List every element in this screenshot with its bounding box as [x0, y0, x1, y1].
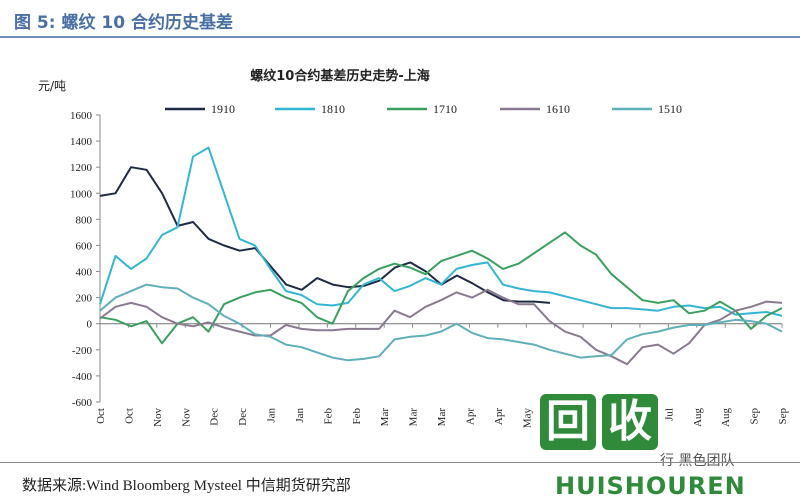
axes: -600 -400 -200 0 200 400 600 800 1000 1200 1400 160…	[70, 110, 789, 428]
y-tick-label: 200	[76, 293, 93, 305]
series-line-1510	[99, 283, 783, 362]
x-tick-label: Apr	[464, 408, 476, 425]
watermark-side-text: 行 黑色团队	[660, 453, 735, 469]
legend-entry: 1810	[321, 102, 345, 116]
figure-title: 图 5: 螺纹 10 合约历史基差	[14, 13, 233, 33]
watermark-latin-text: HUISHOUREN	[555, 472, 746, 500]
y-tick-label: -200	[72, 345, 93, 357]
x-tick-label: Mar	[436, 408, 448, 427]
x-tick-label: Aug	[720, 408, 732, 427]
x-tick-label: Sep	[777, 408, 789, 425]
series-lines	[99, 146, 783, 366]
x-tick-label: Mar	[379, 408, 391, 427]
x-tick-label: Jan	[266, 408, 278, 423]
series-line-1810	[99, 146, 783, 317]
y-tick-label: 1000	[70, 188, 93, 200]
y-tick-label: 1400	[70, 136, 93, 148]
y-tick-label: 1600	[70, 110, 93, 122]
legend-entry: 1510	[658, 102, 682, 116]
y-axis-unit-label: 元/吨	[38, 79, 66, 93]
series-line-1710	[99, 231, 783, 345]
legend-entry: 1610	[546, 102, 570, 116]
series-line-1910	[99, 166, 551, 304]
y-tick-label: -400	[72, 371, 93, 383]
x-tick-label: Jan	[294, 408, 306, 423]
y-tick-label: 0	[87, 319, 93, 331]
x-tick-label: Feb	[351, 408, 363, 425]
x-tick-label: Dec	[237, 408, 249, 426]
x-tick-label: Nov	[152, 408, 164, 427]
figure-header: 图 5: 螺纹 10 合约历史基差	[0, 0, 800, 40]
legend-entry: 1710	[433, 102, 457, 116]
series-line-1610	[99, 288, 783, 366]
watermark-tile-1: 回	[540, 394, 596, 450]
watermark-logo: 回 收	[540, 394, 690, 472]
x-tick-label: Feb	[322, 408, 334, 425]
x-tick-label: Aug	[692, 408, 704, 427]
legend-entry: 1910	[211, 102, 235, 116]
figure-footer: 数据来源:Wind Bloomberg Mysteel 中信期货研究部	[0, 460, 800, 500]
x-tick-label: Apr	[493, 408, 505, 425]
x-tick-label: Jul	[663, 408, 675, 421]
header-divider	[0, 36, 800, 38]
footer-divider	[0, 462, 800, 463]
legend: 1910 1810 1710 1610 1510	[165, 102, 682, 116]
data-source: 数据来源:Wind Bloomberg Mysteel 中信期货研究部	[22, 478, 351, 494]
y-tick-label: -600	[72, 397, 93, 409]
line-chart: 螺纹10合约基差历史走势-上海 元/吨 1910 1810 1710 1610 1510…	[38, 68, 789, 428]
x-tick-label: Mar	[408, 408, 420, 427]
y-tick-label: 800	[76, 214, 93, 226]
x-tick-label: Nov	[180, 408, 192, 427]
x-tick-label: Oct	[123, 408, 135, 424]
x-tick-label: Dec	[209, 408, 221, 426]
watermark-tile-2: 收	[602, 394, 658, 450]
chart-title: 螺纹10合约基差历史走势-上海	[250, 68, 430, 84]
x-tick-label: Sep	[749, 408, 761, 425]
y-tick-label: 1200	[70, 162, 93, 174]
chart-container: 螺纹10合约基差历史走势-上海 元/吨 1910 1810 1710 1610 1510…	[0, 40, 800, 460]
y-tick-label: 600	[76, 240, 93, 252]
y-tick-label: 400	[76, 267, 93, 279]
x-tick-label: May	[521, 408, 533, 429]
x-tick-label: Oct	[95, 408, 107, 424]
